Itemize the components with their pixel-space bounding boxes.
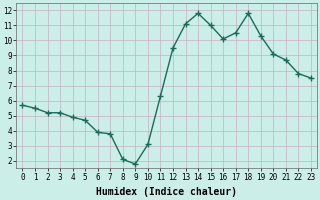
- X-axis label: Humidex (Indice chaleur): Humidex (Indice chaleur): [96, 187, 237, 197]
